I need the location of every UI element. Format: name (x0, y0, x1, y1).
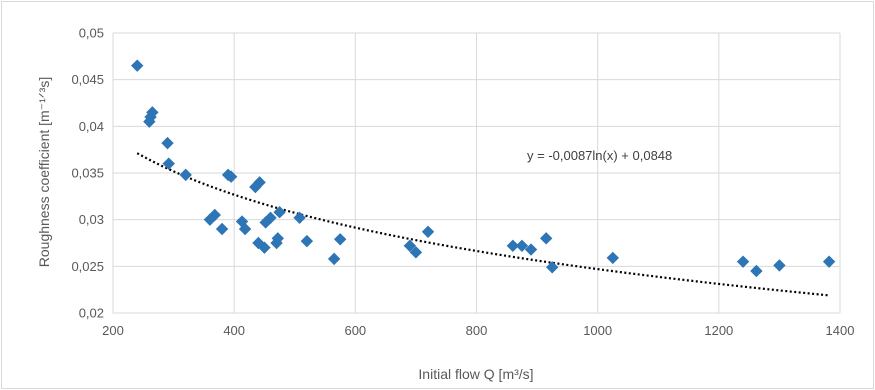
data-point (208, 208, 221, 222)
data-point (161, 136, 174, 150)
data-point (293, 211, 306, 224)
y-tick-label: 0,04 (79, 119, 104, 134)
data-point (822, 255, 836, 268)
data-points (131, 59, 836, 278)
data-point (403, 239, 417, 252)
y-tick-label: 0,05 (79, 26, 104, 41)
y-axis-title: Roughness coefficient [m⁻¹ᐟ³s] (36, 77, 52, 267)
data-point (300, 234, 314, 248)
x-tick-label: 1400 (826, 323, 855, 338)
data-point (253, 176, 266, 189)
data-point (162, 157, 175, 170)
trendline-curve (136, 152, 830, 297)
data-point (271, 232, 284, 245)
data-point (146, 106, 159, 119)
y-tick-label: 0,02 (79, 306, 104, 321)
data-point (773, 259, 786, 272)
data-point (215, 222, 229, 236)
data-point (264, 211, 277, 224)
tick-labels: 0,02 0,025 0,03 0,035 0,04 0,045 0,05 200 400 600… (71, 26, 854, 339)
data-point (606, 251, 620, 265)
data-point (506, 239, 520, 252)
x-tick-label: 200 (102, 323, 124, 338)
data-point (273, 206, 286, 219)
data-point (238, 222, 252, 236)
data-point (421, 225, 435, 238)
data-point (179, 168, 192, 182)
data-point (524, 243, 538, 256)
data-point (327, 252, 341, 266)
x-tick-label: 1200 (704, 323, 733, 338)
data-point (409, 246, 423, 259)
x-tick-label: 400 (223, 323, 245, 338)
data-point (131, 59, 144, 72)
x-tick-label: 600 (344, 323, 366, 338)
data-point (252, 236, 265, 250)
data-point (546, 261, 559, 274)
x-tick-label: 1000 (583, 323, 612, 338)
y-tick-label: 0,045 (71, 72, 104, 87)
gridlines (112, 32, 841, 314)
trendline (136, 152, 830, 297)
data-point (539, 232, 553, 245)
data-point (224, 170, 238, 183)
y-tick-label: 0,025 (71, 259, 104, 274)
x-tick-label: 800 (466, 323, 488, 338)
y-tick-label: 0,035 (71, 166, 104, 181)
trendline-equation: y = -0,0087ln(x) + 0,0848 (527, 148, 672, 163)
data-point (750, 264, 763, 278)
y-tick-label: 0,03 (79, 212, 104, 227)
x-axis-title: Initial flow Q [m³/s] (418, 366, 533, 382)
data-point (515, 239, 529, 252)
data-point (258, 241, 271, 254)
data-point (333, 233, 347, 246)
data-point (736, 255, 750, 268)
